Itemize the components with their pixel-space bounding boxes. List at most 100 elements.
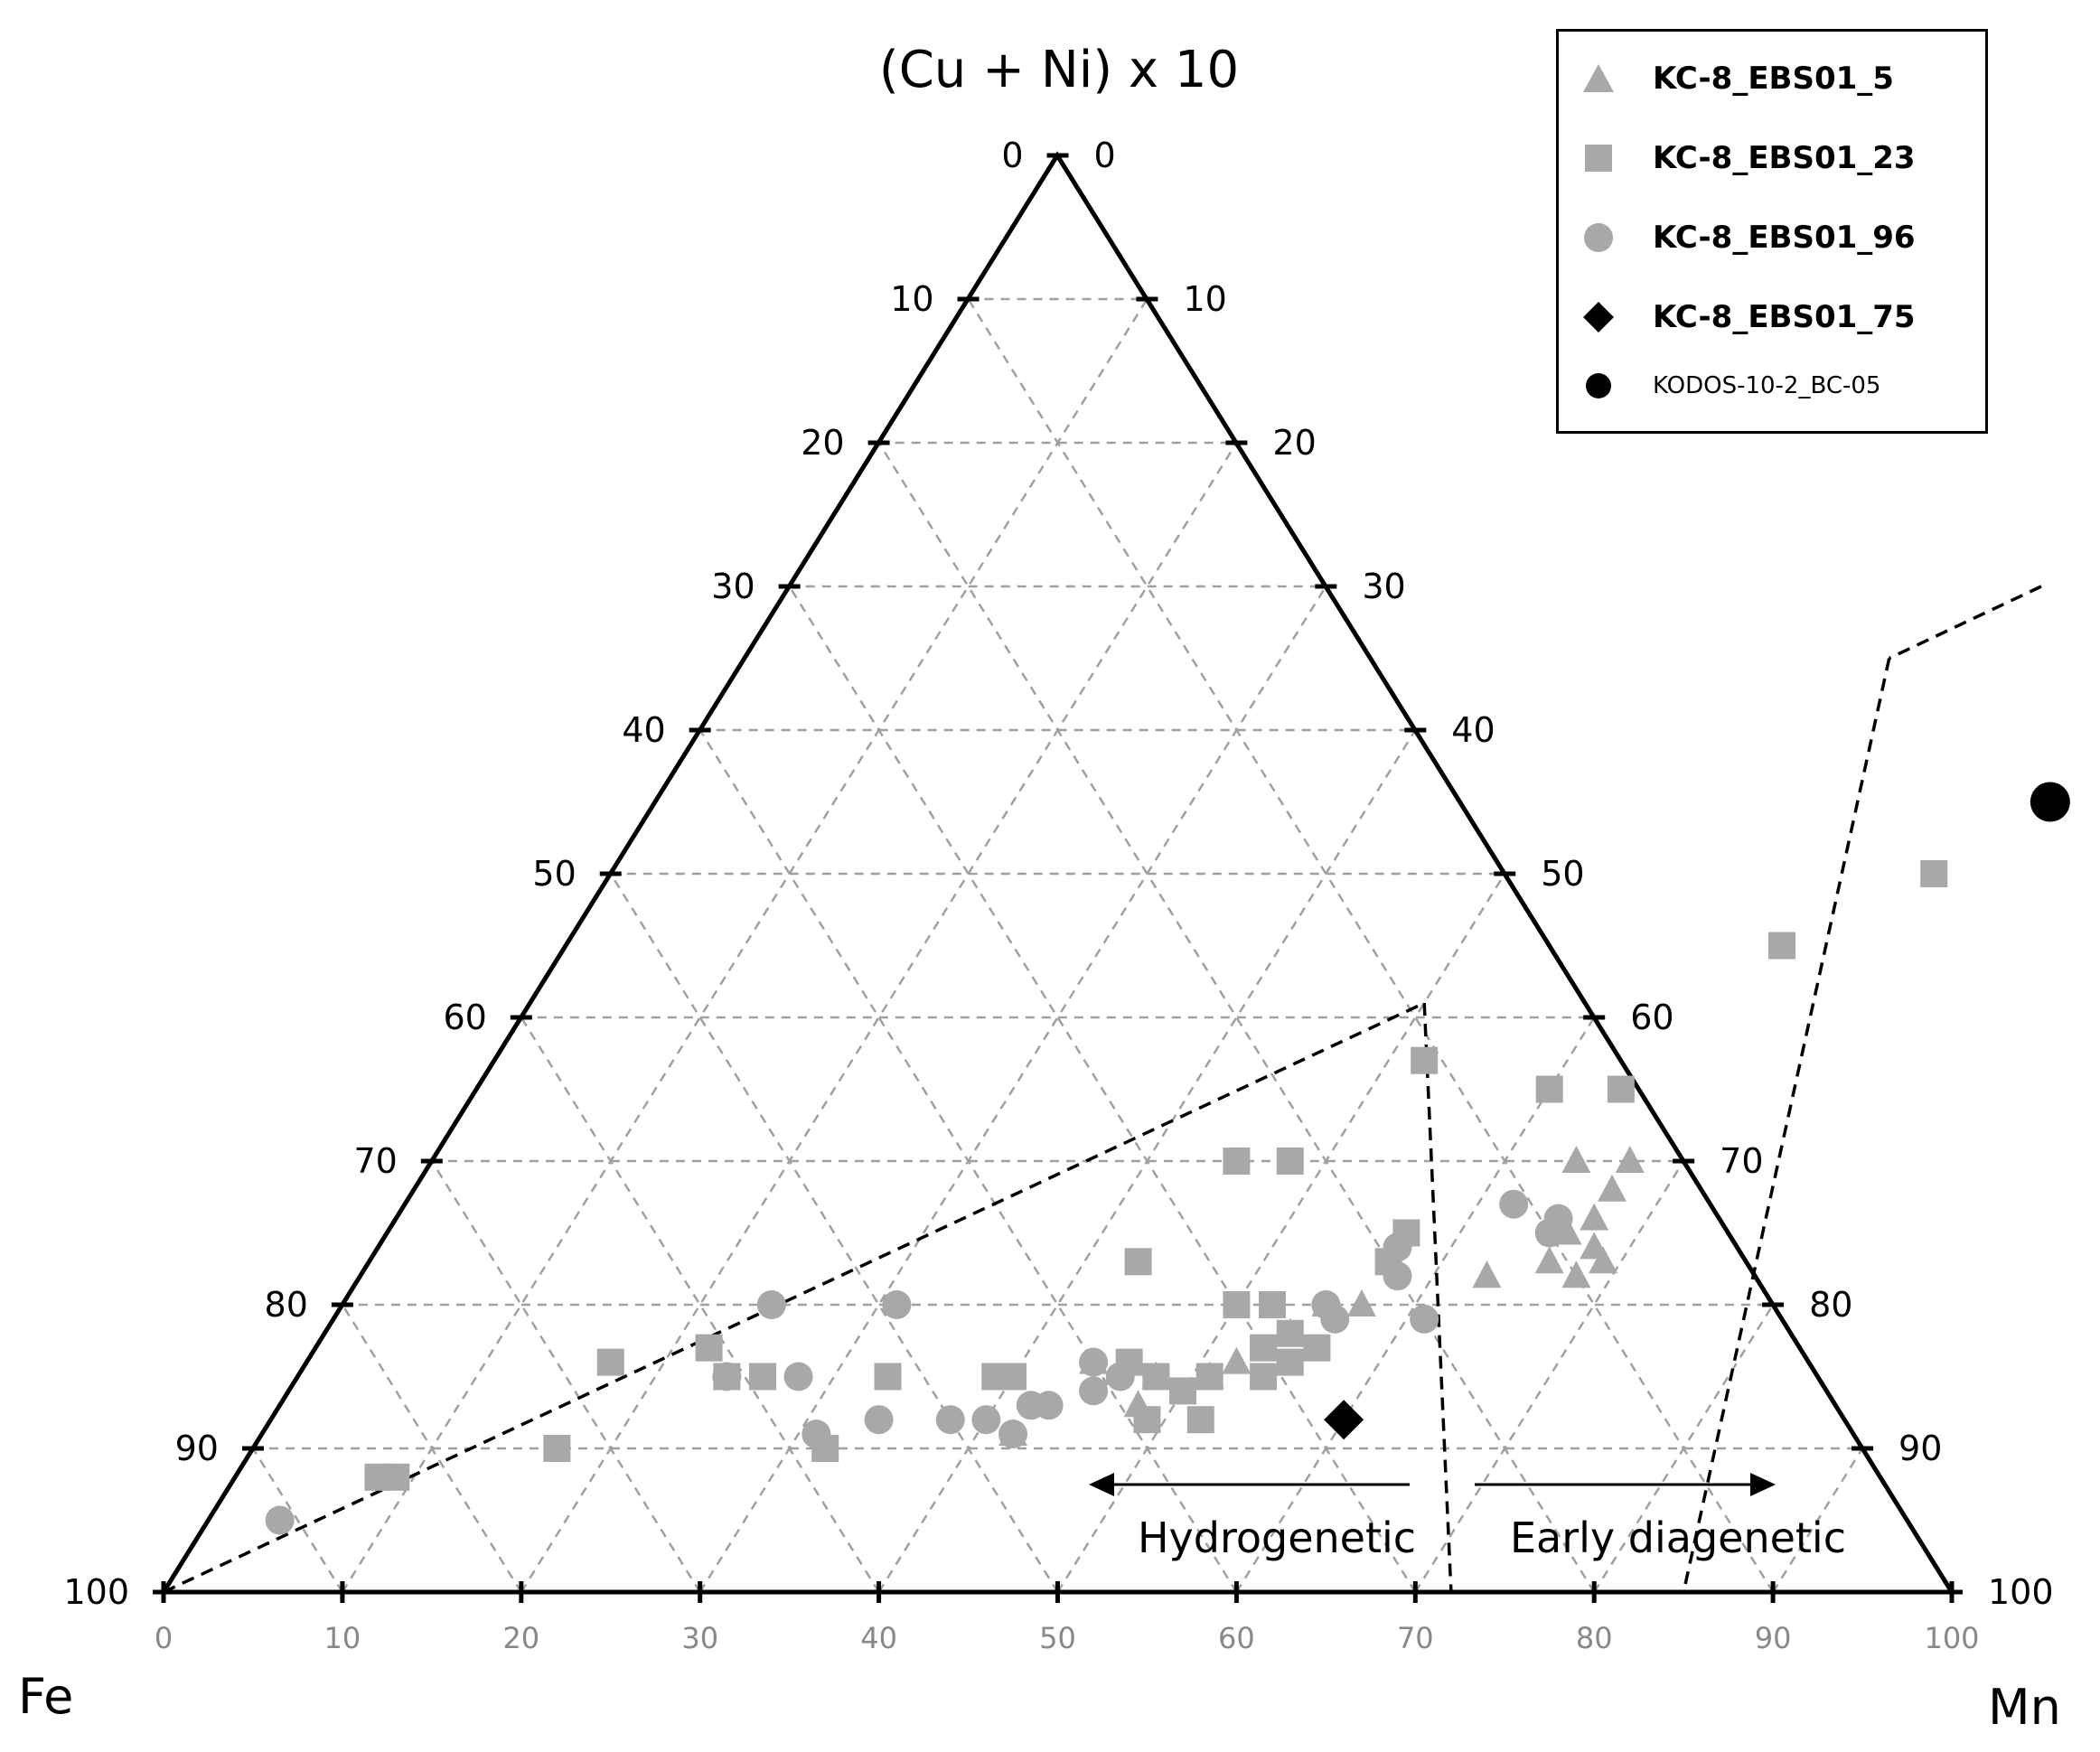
square-data-point [981,1363,1009,1391]
triangle-marker-icon [1583,64,1614,92]
triangle-data-point [1580,1203,1609,1231]
grid-line [967,298,1775,1593]
right-tick-label: 100 [1988,1572,2054,1612]
left-tick-label: 80 [265,1285,308,1325]
grid-line [430,1160,701,1593]
circle-data-point [2030,782,2070,822]
left-tick-label: 50 [532,854,576,894]
square-data-point [596,1348,624,1376]
grid-line [788,586,1417,1593]
grid-line [877,442,1596,1593]
mn-apex-label: Mn [1988,1679,2061,1736]
square-data-point [1258,1291,1286,1318]
left-tick-label: 60 [443,998,486,1037]
circle-data-point [1016,1391,1045,1420]
right-tick-label: 0 [1094,136,1116,175]
square-data-point [1303,1334,1331,1362]
square-data-point [1186,1406,1214,1434]
circle-data-point [1383,1232,1412,1262]
bottom-tick-label: 80 [1576,1621,1613,1655]
grid-line [251,1448,343,1593]
boundary-line [1422,1003,1453,1593]
bottom-tick-label: 50 [1039,1621,1076,1655]
left-tick-label: 100 [63,1572,129,1612]
data-points [265,782,2070,1535]
legend: KC-8_EBS01_5 KC-8_EBS01_23 KC-8_EBS01_96… [1556,29,1988,434]
square-data-point [1607,1075,1635,1103]
square-data-point [1169,1377,1197,1405]
grid-line [341,1304,522,1593]
diamond-marker-icon [1583,302,1614,333]
circle-data-point [935,1405,965,1435]
grid-line [1772,1448,1864,1593]
square-data-point [1276,1348,1304,1376]
triangle-data-point [1561,1146,1591,1173]
circle-data-point [864,1405,894,1435]
triangle-data-point [1615,1146,1645,1173]
square-data-point [1276,1148,1304,1175]
annotations: Hydrogenetic Early diagenetic [1089,1473,1846,1562]
left-tick-label: 20 [801,423,844,463]
legend-item: KC-8_EBS01_23 [1580,131,1916,185]
circle-marker-icon [1584,223,1613,252]
early-diagenetic-arrowhead-icon [1750,1473,1776,1496]
square-data-point [1276,1319,1304,1347]
circle-data-point [882,1290,912,1319]
legend-label: KODOS-10-2_BC-05 [1653,372,1881,399]
square-marker-icon [1585,145,1612,172]
square-data-point [1411,1046,1439,1074]
square-data-point [1767,932,1795,960]
circle-data-point [265,1505,295,1535]
square-data-point [1223,1291,1251,1318]
grid-line [1593,1304,1775,1593]
circle-data-point [1534,1218,1564,1248]
field-boundaries [163,585,2042,1594]
circle-data-point [1410,1304,1439,1334]
triangle-data-point [1346,1289,1376,1316]
left-tick-label: 0 [1001,136,1023,175]
boundary-line [1888,585,2042,661]
bottom-tick-label: 100 [1924,1621,1979,1655]
circle-data-point [1079,1376,1109,1406]
right-tick-label: 10 [1183,279,1226,319]
legend-item: KODOS-10-2_BC-05 [1580,359,1880,413]
grid-line [609,873,1059,1593]
square-data-point [1535,1075,1563,1103]
triangle-data-point [1597,1174,1627,1202]
circle-data-point [1320,1304,1350,1334]
square-data-point [1250,1363,1278,1391]
square-data-point [874,1363,902,1391]
circle-data-point [1079,1347,1109,1377]
circle-data-point [998,1419,1028,1449]
triangle-data-point [1534,1246,1564,1274]
right-tick-label: 90 [1898,1429,1942,1468]
triangle-data-point [1589,1246,1618,1274]
circle-data-point [1105,1362,1135,1391]
hydrogenetic-arrowhead-icon [1089,1473,1114,1496]
circle-data-point [971,1405,1001,1435]
bottom-tick-label: 0 [155,1621,173,1655]
bottom-tick-label: 40 [860,1621,897,1655]
triangle-data-point [1222,1346,1252,1374]
triangle-data-point [1472,1260,1502,1288]
right-tick-label: 30 [1362,567,1405,606]
circle-data-point [1499,1189,1529,1219]
grid-line [341,298,1148,1593]
right-tick-label: 50 [1541,854,1584,894]
left-tick-label: 90 [175,1429,219,1468]
left-tick-label: 40 [622,710,665,750]
triangle-data-point [1561,1260,1591,1288]
left-tick-label: 70 [353,1141,397,1181]
bottom-tick-label: 10 [324,1621,361,1655]
square-data-point [1195,1363,1223,1391]
circle-data-point [783,1362,813,1391]
circle-data-point [712,1362,742,1391]
circle-data-point [756,1290,786,1319]
bottom-tick-label: 70 [1397,1621,1434,1655]
legend-label: KC-8_EBS01_23 [1653,140,1916,176]
square-data-point [748,1363,776,1391]
square-data-point [1142,1363,1170,1391]
legend-item: KC-8_EBS01_96 [1580,211,1916,265]
